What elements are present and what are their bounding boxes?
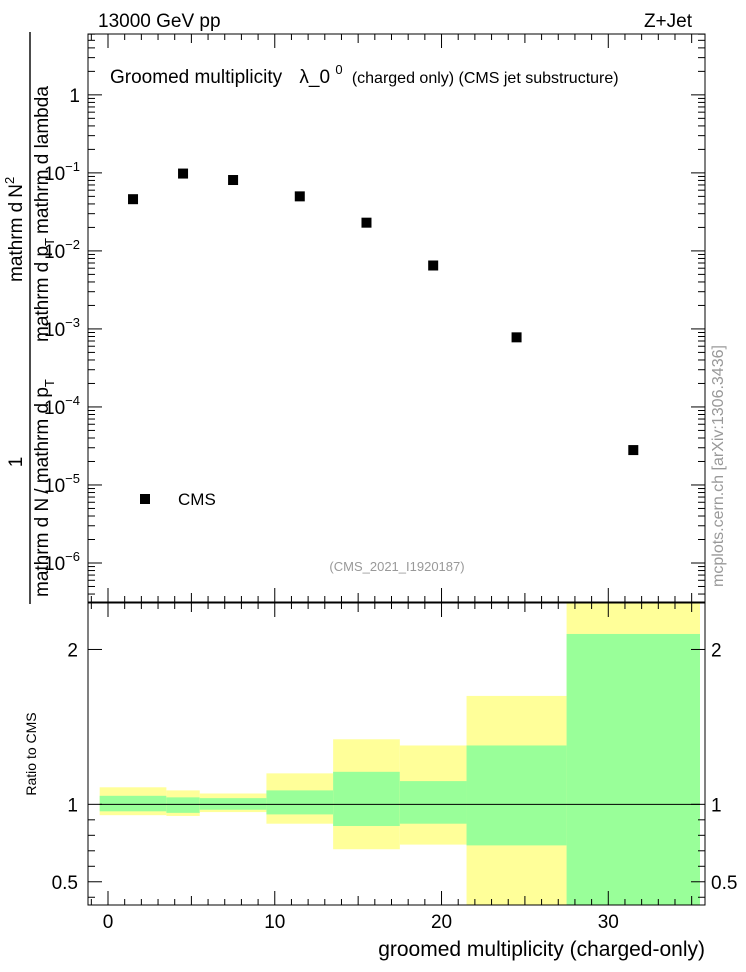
legend-label-cms: CMS [178, 490, 216, 509]
ratio-plot-frame-overlay [87, 602, 706, 906]
y-tick-label: 10−3 [44, 315, 80, 341]
plot-title-suffix: (charged only) (CMS jet substructure) [352, 70, 619, 87]
y-label-numerator: 1 [6, 457, 27, 468]
collision-label: 13000 GeV pp [98, 11, 221, 32]
y-tick-label: 10−2 [44, 237, 80, 263]
ratio-y-tick-label-right: 0.5 [711, 873, 737, 894]
data-points [128, 168, 639, 456]
ratio-y-tick-label-left: 1 [67, 795, 78, 816]
ratio-y-tick-label-left: 2 [67, 640, 78, 661]
analysis-tag: (CMS_2021_I1920187) [329, 559, 464, 574]
main-axis-ticks [88, 33, 705, 602]
data-point [178, 168, 189, 179]
x-tick-label: 0 [103, 912, 114, 933]
y-axis-label: 1 mathrm d N/ mathrm d pT mathrm dN2 mat… [2, 32, 57, 604]
ratio-band-inner [266, 790, 334, 815]
x-tick-label: 30 [598, 912, 619, 933]
data-point [228, 175, 239, 186]
ratio-band-inner [333, 771, 400, 827]
ratio-y-axis-label: Ratio to CMS [23, 712, 39, 795]
mcplots-watermark: mcplots.cern.ch [arXiv:1306.3436] [710, 345, 727, 587]
data-point [361, 217, 372, 228]
y-tick-label: 10−6 [44, 549, 80, 575]
legend-marker-cms [140, 494, 150, 504]
plot-title-main: Groomed multiplicity [110, 67, 283, 88]
y-label-derivative-denominator: mathrm d pTmathrm d lambda [32, 86, 57, 342]
x-tick-label: 20 [431, 912, 452, 933]
plot-title: Groomed multiplicity λ_0 0 (charged only… [110, 58, 619, 88]
ratio-band-inner [399, 781, 467, 824]
x-tick-label: 10 [264, 912, 285, 933]
main-y-tick-labels: 1 10−1 10−2 10−3 10−4 10−5 10−6 [44, 86, 80, 575]
y-label-derivative: mathrm dN2 [2, 177, 27, 282]
ratio-y-tick-label-right: 1 [711, 795, 722, 816]
ratio-y-tick-label-left: 0.5 [52, 873, 78, 894]
y-tick-label: 1 [69, 86, 80, 107]
y-tick-label: 10−4 [44, 393, 80, 419]
y-tick-label: 10−1 [44, 159, 80, 185]
data-point [294, 191, 305, 202]
ratio-band-inner [566, 633, 700, 905]
plot-title-sup: 0 [335, 62, 342, 77]
plot-title-symbol: λ_0 [299, 67, 330, 88]
x-axis-label: groomed multiplicity (charged-only) [378, 938, 705, 961]
data-point [511, 332, 522, 343]
main-plot-frame-overlay [87, 33, 706, 603]
ratio-axis-ticks [88, 603, 705, 905]
main-plot-frame [87, 33, 706, 603]
ratio-band-inner [166, 797, 200, 813]
ratio-bands [99, 603, 700, 905]
ratio-y-tick-label-right: 2 [711, 640, 722, 661]
y-tick-label: 10−5 [44, 471, 80, 497]
data-point [628, 445, 639, 456]
ratio-band-inner [99, 795, 167, 812]
data-point [428, 260, 439, 271]
process-label: Z+Jet [644, 11, 693, 32]
ratio-tick-labels: 0.5 0.51 12 20 10 20 30 [52, 640, 738, 933]
y-label-denominator: mathrm d N/ mathrm d pT [32, 379, 57, 597]
ratio-band-inner [466, 745, 567, 846]
data-point [128, 194, 139, 205]
